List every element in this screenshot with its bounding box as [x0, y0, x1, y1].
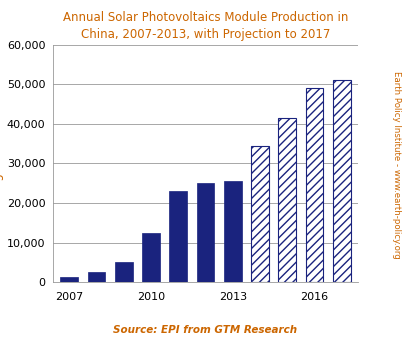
Title: Annual Solar Photovoltaics Module Production in
China, 2007-2013, with Projectio: Annual Solar Photovoltaics Module Produc…: [63, 11, 348, 41]
Bar: [224, 181, 242, 282]
Bar: [169, 191, 187, 282]
Bar: [251, 146, 269, 282]
Text: Earth Policy Institute - www.earth-policy.org: Earth Policy Institute - www.earth-polic…: [392, 71, 401, 259]
Bar: [142, 233, 160, 282]
Bar: [88, 272, 105, 282]
Bar: [60, 277, 78, 282]
Bar: [306, 88, 324, 282]
Bar: [333, 80, 351, 282]
Y-axis label: Megawatts: Megawatts: [0, 131, 2, 196]
Bar: [278, 118, 296, 282]
Text: Source: EPI from GTM Research: Source: EPI from GTM Research: [114, 325, 298, 335]
Bar: [115, 262, 133, 282]
Bar: [197, 183, 214, 282]
